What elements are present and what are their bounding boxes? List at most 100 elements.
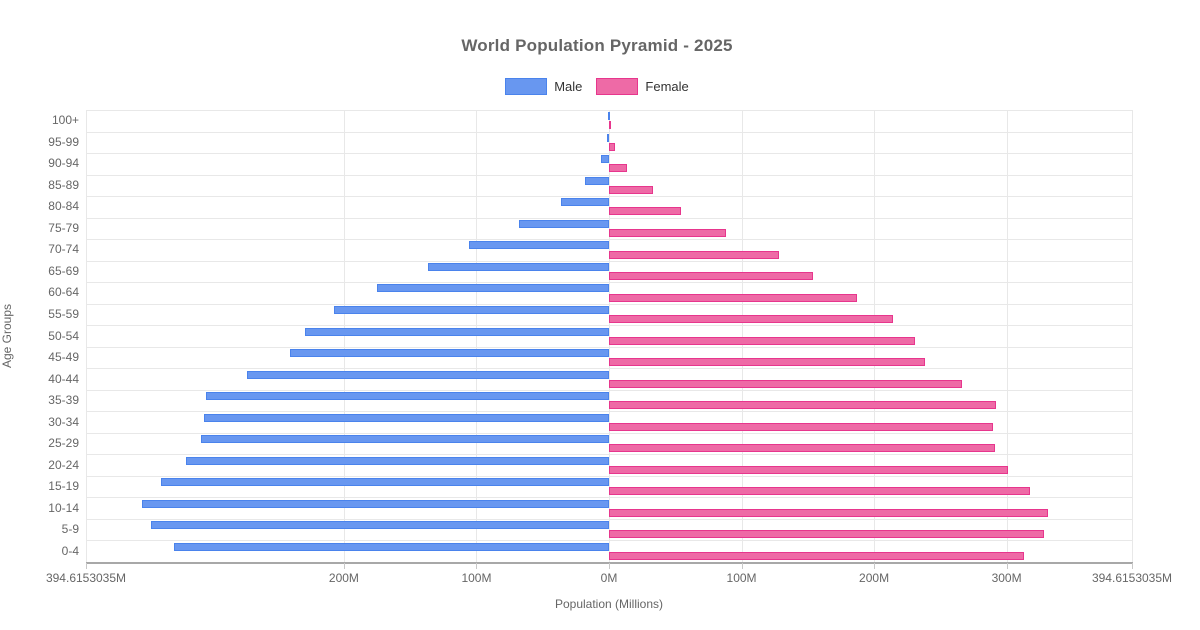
plot-area: [86, 110, 1133, 562]
x-axis-tick-mark: [741, 563, 743, 569]
bar-male-55-59[interactable]: [333, 306, 609, 314]
y-axis-label-15-19: 15-19: [48, 479, 79, 494]
legend-item-male[interactable]: Male: [505, 78, 582, 95]
bar-male-75-79[interactable]: [518, 219, 609, 228]
y-axis-label-70-74: 70-74: [48, 242, 79, 257]
x-axis-tick-mark: [343, 563, 345, 569]
y-axis-label-35-39: 35-39: [48, 393, 79, 408]
bar-female-90-94[interactable]: [609, 164, 628, 173]
x-axis-tick-mark: [874, 563, 876, 569]
bar-male-90-94[interactable]: [601, 155, 609, 164]
bar-female-100+[interactable]: [609, 121, 611, 130]
vertical-gridline: [874, 110, 876, 562]
bar-female-30-34[interactable]: [609, 422, 994, 431]
horizontal-gridline: [86, 368, 1132, 370]
female-legend-swatch-icon: [596, 78, 639, 95]
bar-female-40-44[interactable]: [609, 379, 963, 388]
bar-male-25-29[interactable]: [200, 435, 609, 444]
vertical-gridline: [86, 110, 87, 562]
bar-male-15-19[interactable]: [160, 478, 609, 487]
bar-female-75-79[interactable]: [609, 229, 727, 238]
legend-item-female[interactable]: Female: [596, 78, 689, 95]
horizontal-gridline: [86, 239, 1132, 241]
bar-female-20-24[interactable]: [609, 465, 1009, 474]
horizontal-gridline: [86, 432, 1132, 434]
bar-female-5-9[interactable]: [609, 530, 1044, 539]
bar-male-85-89[interactable]: [584, 176, 609, 185]
x-axis-tick-label: 200M: [328, 571, 359, 585]
bar-female-80-84[interactable]: [609, 207, 681, 216]
horizontal-gridline: [86, 131, 1132, 133]
bar-female-0-4[interactable]: [609, 551, 1025, 560]
bar-female-45-49[interactable]: [609, 358, 925, 367]
bar-male-50-54[interactable]: [304, 327, 609, 336]
bar-female-25-29[interactable]: [609, 444, 996, 453]
horizontal-gridline: [86, 540, 1132, 542]
bar-female-85-89[interactable]: [609, 185, 653, 194]
male-legend-label: Male: [554, 79, 583, 94]
y-axis-label-50-54: 50-54: [48, 328, 79, 343]
y-axis-label-100+: 100+: [51, 113, 79, 128]
legend: Male Female: [0, 78, 1194, 95]
y-axis-label-60-64: 60-64: [48, 285, 79, 300]
male-legend-swatch-icon: [505, 78, 548, 95]
y-axis-label-95-99: 95-99: [48, 134, 79, 149]
bar-male-30-34[interactable]: [204, 413, 609, 422]
bar-female-50-54[interactable]: [609, 336, 915, 345]
bar-male-100+[interactable]: [608, 112, 610, 121]
bar-female-60-64[interactable]: [609, 293, 857, 302]
horizontal-gridline: [86, 518, 1132, 520]
x-axis-tick-mark: [1132, 563, 1133, 569]
horizontal-gridline: [86, 497, 1132, 499]
bar-female-35-39[interactable]: [609, 401, 997, 410]
bar-male-10-14[interactable]: [141, 499, 609, 508]
bar-male-40-44[interactable]: [246, 370, 609, 379]
x-axis-tick-label: 100M: [461, 571, 492, 585]
x-axis-title: Population (Millions): [554, 597, 664, 611]
chart-title: World Population Pyramid - 2025: [461, 36, 733, 55]
horizontal-gridline: [86, 174, 1132, 176]
x-axis-tick-label: 300M: [991, 571, 1022, 585]
x-axis-tick-mark: [86, 563, 87, 569]
bar-male-5-9[interactable]: [150, 521, 609, 530]
bar-female-10-14[interactable]: [609, 508, 1049, 517]
x-axis-tick-mark: [476, 563, 478, 569]
horizontal-gridline: [86, 217, 1132, 219]
x-axis-tick-label: 100M: [726, 571, 757, 585]
vertical-gridline: [1132, 110, 1133, 562]
x-axis-tick-mark: [1006, 563, 1008, 569]
x-axis-tick-label: 394.6153035M: [1091, 571, 1173, 585]
y-axis-label-10-14: 10-14: [48, 500, 79, 515]
bar-male-45-49[interactable]: [289, 349, 609, 358]
bar-female-70-74[interactable]: [609, 250, 779, 259]
vertical-gridline: [343, 110, 345, 562]
bar-male-65-69[interactable]: [427, 262, 609, 271]
y-axis-label-40-44: 40-44: [48, 371, 79, 386]
x-axis-tick-label: 0M: [600, 571, 618, 585]
horizontal-gridline: [86, 411, 1132, 413]
horizontal-gridline: [86, 475, 1132, 477]
bar-female-15-19[interactable]: [609, 487, 1031, 496]
y-axis-label-90-94: 90-94: [48, 156, 79, 171]
y-axis-label-25-29: 25-29: [48, 436, 79, 451]
y-axis-label-0-4: 0-4: [61, 543, 79, 558]
bar-male-95-99[interactable]: [606, 133, 609, 142]
vertical-gridline: [741, 110, 743, 562]
x-axis-tick-mark: [609, 563, 610, 569]
horizontal-gridline: [86, 389, 1132, 391]
y-axis-label-45-49: 45-49: [48, 350, 79, 365]
bar-male-70-74[interactable]: [468, 241, 609, 250]
bar-male-60-64[interactable]: [376, 284, 609, 293]
y-axis-label-30-34: 30-34: [48, 414, 79, 429]
horizontal-gridline: [86, 325, 1132, 327]
bar-female-55-59[interactable]: [609, 315, 893, 324]
bar-male-20-24[interactable]: [185, 456, 609, 465]
bar-male-0-4[interactable]: [173, 542, 609, 551]
bar-male-80-84[interactable]: [560, 198, 609, 207]
horizontal-gridline: [86, 260, 1132, 262]
bar-female-95-99[interactable]: [609, 142, 615, 151]
bar-male-35-39[interactable]: [205, 392, 609, 401]
bar-female-65-69[interactable]: [609, 272, 814, 281]
horizontal-gridline: [86, 346, 1132, 348]
